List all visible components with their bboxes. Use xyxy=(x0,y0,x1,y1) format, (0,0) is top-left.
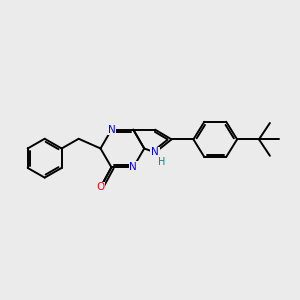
Text: N: N xyxy=(151,147,159,158)
Text: N: N xyxy=(108,125,115,135)
Text: H: H xyxy=(158,157,166,166)
Text: O: O xyxy=(96,182,105,192)
Text: N: N xyxy=(129,162,137,172)
